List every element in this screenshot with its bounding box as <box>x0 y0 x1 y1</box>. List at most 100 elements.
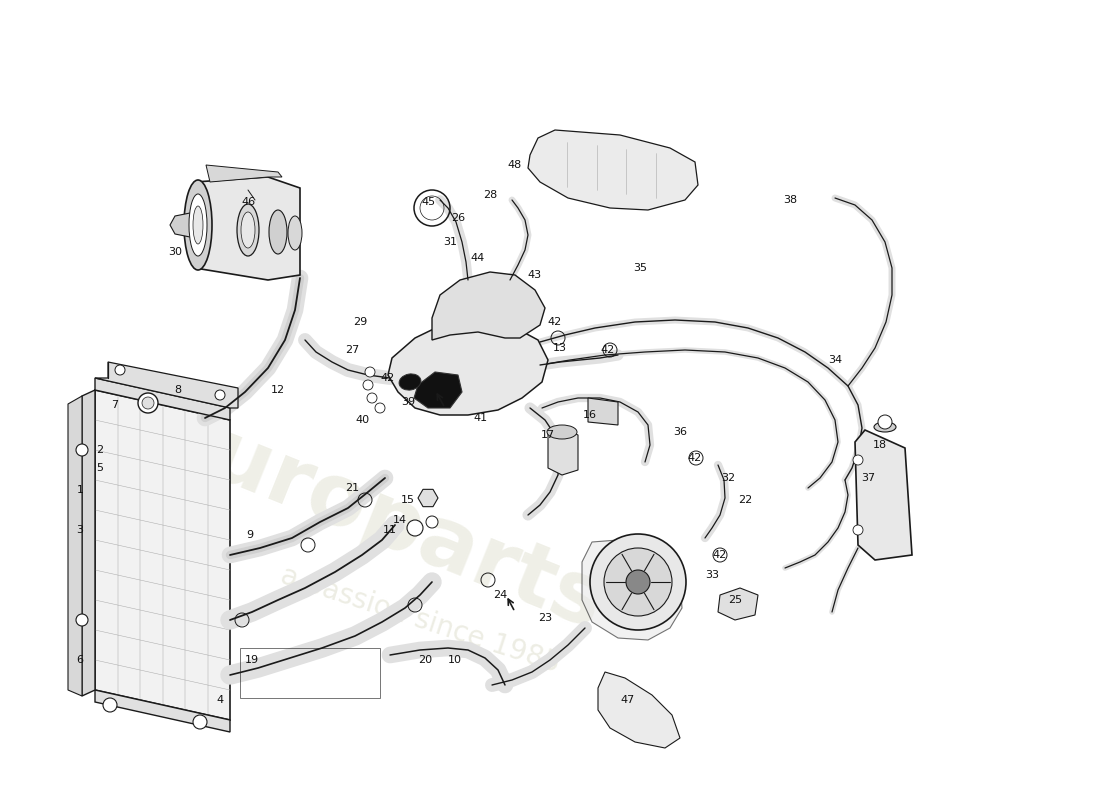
Text: 35: 35 <box>632 263 647 273</box>
Text: 17: 17 <box>541 430 556 440</box>
Text: 18: 18 <box>873 440 887 450</box>
Ellipse shape <box>184 180 212 270</box>
Text: 8: 8 <box>175 385 182 395</box>
Text: 44: 44 <box>471 253 485 263</box>
Text: 42: 42 <box>601 345 615 355</box>
Text: 45: 45 <box>421 197 436 207</box>
Text: 11: 11 <box>383 525 397 535</box>
Text: 3: 3 <box>77 525 84 535</box>
Polygon shape <box>206 165 282 182</box>
Polygon shape <box>195 177 300 280</box>
Circle shape <box>76 614 88 626</box>
Text: 39: 39 <box>400 397 415 407</box>
Polygon shape <box>82 390 95 696</box>
Circle shape <box>103 698 117 712</box>
Circle shape <box>365 367 375 377</box>
Text: 40: 40 <box>355 415 370 425</box>
Text: 36: 36 <box>673 427 688 437</box>
Circle shape <box>626 570 650 594</box>
Ellipse shape <box>288 216 302 250</box>
Text: 5: 5 <box>97 463 103 473</box>
Text: 42: 42 <box>381 373 395 383</box>
Polygon shape <box>95 390 230 720</box>
Text: 7: 7 <box>111 400 119 410</box>
Text: 15: 15 <box>402 495 415 505</box>
Circle shape <box>426 516 438 528</box>
Text: 48: 48 <box>508 160 522 170</box>
Text: 42: 42 <box>548 317 562 327</box>
Text: 37: 37 <box>861 473 876 483</box>
Text: 23: 23 <box>538 613 552 623</box>
Circle shape <box>214 390 225 400</box>
Text: 31: 31 <box>443 237 456 247</box>
Text: 13: 13 <box>553 343 566 353</box>
Circle shape <box>142 397 154 409</box>
Polygon shape <box>95 378 230 420</box>
Text: 25: 25 <box>728 595 743 605</box>
Text: 22: 22 <box>738 495 752 505</box>
Circle shape <box>852 525 864 535</box>
Ellipse shape <box>270 210 287 254</box>
Text: 14: 14 <box>393 515 407 525</box>
Polygon shape <box>170 212 195 238</box>
Circle shape <box>604 548 672 616</box>
Text: 19: 19 <box>245 655 260 665</box>
Text: 16: 16 <box>583 410 597 420</box>
Text: 6: 6 <box>77 655 84 665</box>
Circle shape <box>852 455 864 465</box>
Text: 47: 47 <box>620 695 635 705</box>
Text: 43: 43 <box>528 270 542 280</box>
Polygon shape <box>95 690 230 732</box>
Circle shape <box>76 444 88 456</box>
Circle shape <box>138 393 158 413</box>
Text: 21: 21 <box>345 483 359 493</box>
Text: 46: 46 <box>241 197 255 207</box>
Polygon shape <box>432 272 544 340</box>
Polygon shape <box>548 428 578 475</box>
Ellipse shape <box>399 374 421 390</box>
Ellipse shape <box>874 422 896 432</box>
Polygon shape <box>582 540 682 640</box>
Text: 38: 38 <box>783 195 798 205</box>
Circle shape <box>590 534 686 630</box>
Text: a passion since 1985: a passion since 1985 <box>277 562 563 678</box>
Text: 24: 24 <box>493 590 507 600</box>
Circle shape <box>192 715 207 729</box>
Text: 29: 29 <box>353 317 367 327</box>
Text: 27: 27 <box>345 345 359 355</box>
Ellipse shape <box>236 204 258 256</box>
Text: europarts: europarts <box>144 392 616 648</box>
Text: 9: 9 <box>246 530 254 540</box>
Ellipse shape <box>189 194 207 256</box>
Polygon shape <box>598 672 680 748</box>
Circle shape <box>407 520 424 536</box>
Text: 30: 30 <box>168 247 182 257</box>
Text: 42: 42 <box>688 453 702 463</box>
Ellipse shape <box>192 206 204 244</box>
Text: 4: 4 <box>217 695 223 705</box>
Circle shape <box>375 403 385 413</box>
Polygon shape <box>68 396 82 696</box>
Text: 34: 34 <box>828 355 843 365</box>
Text: 1: 1 <box>77 485 84 495</box>
Text: 10: 10 <box>448 655 462 665</box>
Polygon shape <box>418 490 438 506</box>
Circle shape <box>116 365 125 375</box>
Text: 41: 41 <box>473 413 487 423</box>
Text: 28: 28 <box>483 190 497 200</box>
Polygon shape <box>414 372 462 408</box>
Circle shape <box>878 415 892 429</box>
Polygon shape <box>95 362 238 408</box>
Circle shape <box>367 393 377 403</box>
Ellipse shape <box>241 212 255 248</box>
Ellipse shape <box>547 425 578 439</box>
Text: 33: 33 <box>705 570 719 580</box>
Polygon shape <box>388 318 548 415</box>
Polygon shape <box>588 398 618 425</box>
Text: 20: 20 <box>418 655 432 665</box>
Text: 42: 42 <box>713 550 727 560</box>
Text: 32: 32 <box>720 473 735 483</box>
Text: 12: 12 <box>271 385 285 395</box>
Text: 26: 26 <box>451 213 465 223</box>
Circle shape <box>363 380 373 390</box>
